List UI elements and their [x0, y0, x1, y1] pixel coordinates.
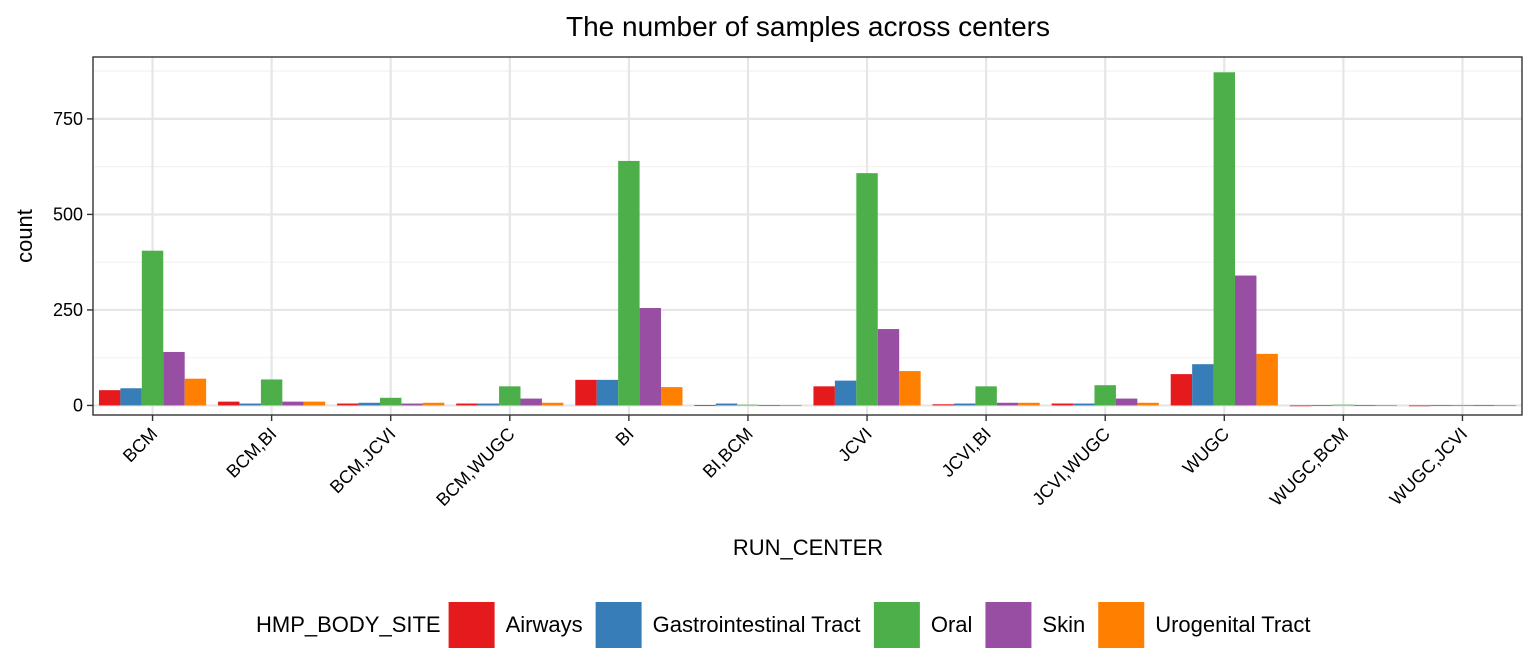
x-tick-label: WUGC,JCVI [1386, 424, 1472, 510]
bar [661, 387, 683, 406]
bar [520, 398, 542, 406]
bar [694, 405, 716, 406]
y-tick-label: 250 [53, 300, 83, 320]
bar [218, 401, 240, 406]
bar [780, 405, 802, 406]
bar [715, 403, 738, 406]
legend-key [985, 602, 1032, 648]
bar [953, 403, 976, 406]
plot-area: 0 250 500 750 BCM BCM,BI BCM,JCVI BCM,WUGC BI BI,… [53, 56, 1523, 510]
bar [932, 404, 954, 406]
bar [141, 250, 164, 406]
legend-label: Gastrointestinal Tract [653, 612, 861, 637]
bar [575, 379, 597, 406]
bar [163, 351, 185, 406]
bar [239, 403, 261, 406]
bar [834, 380, 857, 406]
bar [1094, 385, 1116, 406]
bar [1073, 403, 1095, 406]
x-tick-label: BCM,JCVI [326, 424, 400, 498]
bar [1494, 405, 1517, 406]
x-tick-label: BCM,WUGC [432, 424, 518, 510]
bar [282, 401, 304, 406]
bar [499, 386, 521, 406]
x-tick-label: BCM [119, 424, 161, 466]
legend-key [595, 602, 642, 648]
x-tick-label: JCVI [834, 424, 876, 466]
bar [856, 173, 878, 406]
bar [899, 371, 921, 406]
y-tick-label: 0 [73, 395, 83, 415]
bar [1375, 405, 1397, 406]
bar [737, 404, 759, 406]
bar [337, 403, 359, 406]
bar [1115, 398, 1138, 406]
bar [184, 378, 207, 406]
bar [422, 402, 445, 406]
bar [596, 379, 619, 406]
x-tick-label: JCVI,BI [938, 424, 995, 481]
bar [1192, 364, 1214, 406]
bar [1051, 403, 1074, 406]
bar [1332, 404, 1355, 406]
legend-label: Oral [931, 612, 973, 637]
plot-background [93, 57, 1522, 415]
bar [1408, 405, 1431, 407]
bar [758, 405, 781, 406]
bar [541, 402, 564, 406]
legend-key [448, 602, 495, 648]
legend-label: Airways [506, 612, 583, 637]
bar [358, 402, 380, 406]
bar [813, 386, 835, 406]
bar [1256, 353, 1278, 406]
bar [639, 308, 662, 406]
bar [456, 403, 478, 406]
bar [98, 390, 121, 406]
legend-key [873, 602, 920, 648]
bar [1451, 405, 1474, 406]
bar [260, 379, 283, 406]
bar [1430, 405, 1452, 406]
legend-label: Skin [1042, 612, 1085, 637]
bar [1018, 402, 1040, 406]
legend-key [1098, 602, 1145, 648]
x-tick-label: JCVI,WUGC [1028, 424, 1114, 510]
legend-label: Urogenital Tract [1155, 612, 1310, 637]
x-tick-label: BCM,BI [222, 424, 280, 482]
bar [120, 388, 142, 406]
bar [379, 397, 402, 406]
bar [1170, 374, 1193, 406]
bar [618, 160, 640, 406]
x-tick-label: BI [612, 424, 638, 450]
bar [1473, 405, 1495, 406]
x-tick-label: BI,BCM [699, 424, 757, 482]
bar [1289, 405, 1312, 407]
bar [401, 403, 423, 406]
bar [1137, 402, 1159, 406]
plot-border [92, 56, 1523, 416]
y-axis-title: count [12, 209, 37, 263]
bar [303, 401, 326, 406]
x-axis-title: RUN_CENTER [733, 535, 883, 560]
x-tick-label: WUGC,BCM [1266, 424, 1352, 510]
bar [877, 329, 900, 406]
x-tick-label: WUGC [1179, 424, 1233, 478]
legend-title: HMP_BODY_SITE [256, 612, 441, 637]
bar [477, 403, 500, 406]
bar [996, 402, 1019, 406]
bar [1213, 72, 1236, 406]
bar [975, 386, 997, 406]
y-tick-label: 750 [53, 109, 83, 129]
bar [1311, 405, 1333, 406]
y-tick-label: 500 [53, 204, 83, 224]
bar [1235, 275, 1257, 406]
legend: HMP_BODY_SITE Airways Gastrointestinal Tr… [256, 602, 1311, 648]
chart-title: The number of samples across centers [566, 11, 1050, 42]
bar [1354, 405, 1376, 406]
